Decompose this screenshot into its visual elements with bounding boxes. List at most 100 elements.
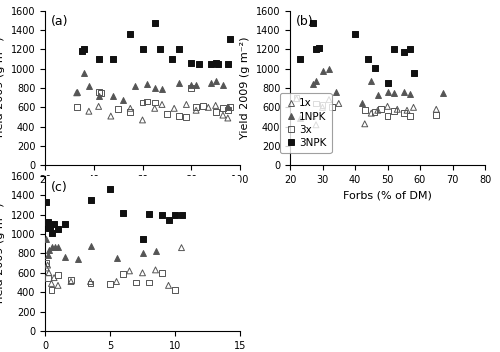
Point (390, 46, 398, 52)
Point (80, 46, 88, 52)
Point (439, 90, 447, 96)
Point (67, 279, 75, 284)
Point (400, 111, 408, 116)
Point (48, 287, 56, 293)
Point (400, 89, 408, 95)
Point (351, 31, 359, 37)
Point (361, 121, 369, 127)
Point (80, 71, 88, 76)
Point (72, 105, 80, 110)
Point (296, 115, 304, 121)
Point (126, 31, 134, 37)
Point (46, 225, 54, 231)
Point (318, 103, 326, 108)
Point (109, 56, 117, 62)
Point (406, 91, 414, 96)
Point (45, 225, 53, 231)
Point (187, 60, 195, 65)
Point (45, 270, 53, 276)
Point (200, 103, 207, 109)
X-axis label: Forbs (% of DM): Forbs (% of DM) (343, 191, 432, 201)
Point (207, 80, 215, 86)
Y-axis label: Yield 2009 (g m⁻²): Yield 2009 (g m⁻²) (0, 37, 5, 139)
Point (94, 103, 102, 109)
Point (86, 197, 94, 203)
Point (226, 105, 234, 110)
Point (212, 78, 220, 84)
Point (138, 117, 146, 123)
Point (158, 270, 166, 276)
Point (219, 106, 227, 111)
Point (48, 244, 56, 250)
Point (114, 106, 122, 112)
Point (85, 83, 93, 89)
Point (170, 106, 178, 111)
Point (72, 89, 80, 95)
Point (325, 97, 333, 102)
Point (138, 46, 146, 52)
Point (138, 100, 146, 105)
Point (390, 108, 398, 114)
Point (178, 245, 186, 251)
Point (54, 272, 62, 277)
Point (432, 106, 440, 112)
Point (192, 82, 200, 88)
Point (367, 78, 375, 84)
Point (45, 247, 53, 252)
Point (328, 105, 336, 110)
Point (194, 61, 202, 67)
Point (393, 106, 401, 112)
Point (163, 111, 171, 117)
Point (403, 107, 411, 113)
Point (224, 105, 232, 110)
Point (132, 279, 140, 285)
Point (325, 66, 333, 71)
Point (44, 253, 52, 258)
Point (312, 101, 320, 106)
Point (109, 93, 117, 99)
Point (42, 199, 50, 205)
Point (138, 251, 146, 256)
Point (44, 275, 52, 281)
Text: (a): (a) (51, 15, 68, 28)
Point (158, 212, 166, 218)
Point (187, 85, 195, 91)
Point (112, 279, 120, 284)
Point (126, 268, 134, 274)
Point (187, 82, 195, 88)
Point (52, 244, 60, 250)
Point (384, 113, 392, 119)
Point (406, 113, 414, 119)
Point (150, 100, 158, 105)
Point (374, 107, 382, 113)
Point (204, 105, 212, 110)
Point (182, 102, 190, 107)
Point (406, 46, 414, 52)
Point (112, 256, 120, 261)
Point (168, 56, 176, 62)
Point (192, 105, 200, 110)
Point (119, 271, 127, 277)
Point (107, 113, 115, 119)
Point (94, 93, 102, 99)
Point (152, 248, 160, 253)
Point (119, 210, 127, 215)
Point (370, 65, 378, 70)
Point (48, 281, 56, 286)
Point (309, 81, 317, 87)
Point (138, 236, 146, 242)
Point (410, 70, 418, 75)
Point (370, 109, 378, 115)
Point (332, 89, 340, 95)
Point (131, 83, 139, 89)
Point (97, 90, 105, 96)
Point (212, 109, 220, 115)
Point (309, 20, 317, 26)
Point (224, 61, 232, 67)
Point (364, 56, 372, 62)
Point (54, 226, 62, 232)
Point (175, 113, 183, 119)
Point (119, 97, 127, 102)
Point (212, 103, 220, 108)
Point (312, 46, 320, 52)
